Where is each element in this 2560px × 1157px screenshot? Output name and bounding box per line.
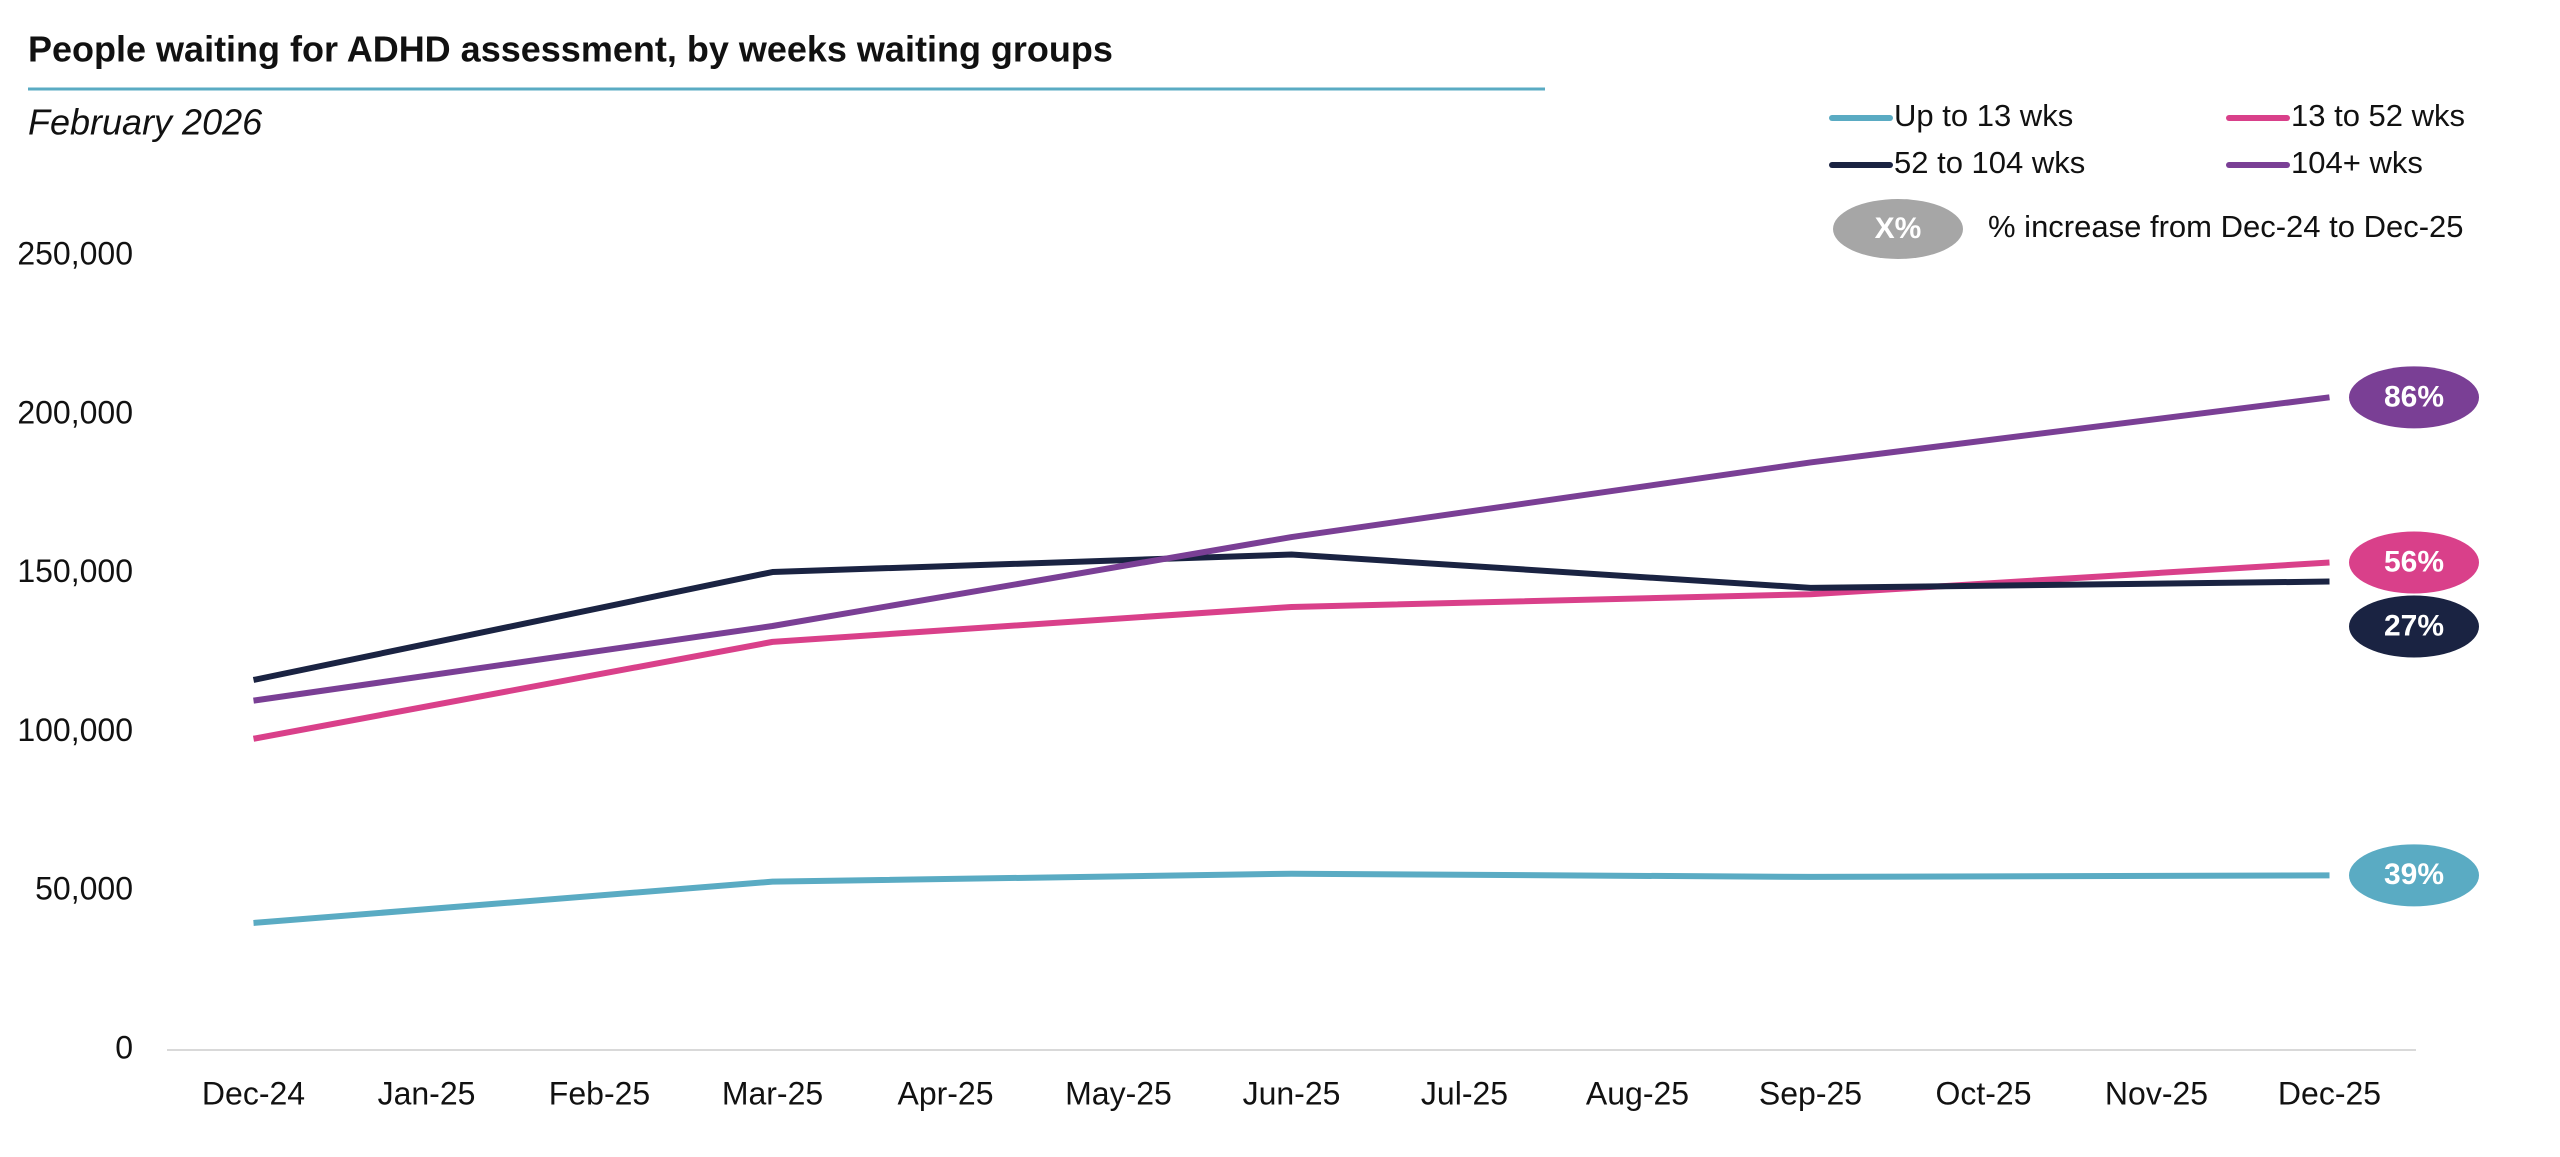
legend-label: Up to 13 wks bbox=[1894, 98, 2073, 133]
x-tick-label: Feb-25 bbox=[549, 1075, 650, 1111]
series-line bbox=[253, 394, 2330, 704]
x-tick-label: Dec-24 bbox=[202, 1075, 305, 1111]
series-line bbox=[252, 559, 2330, 742]
y-tick-label: 0 bbox=[115, 1029, 133, 1065]
x-tick-label: Mar-25 bbox=[722, 1075, 823, 1111]
legend-badge bbox=[1833, 199, 1963, 259]
x-tick-label: Dec-25 bbox=[2278, 1075, 2381, 1111]
x-tick-label: May-25 bbox=[1065, 1075, 1172, 1111]
legend-badge-text: % increase from Dec-24 to Dec-25 bbox=[1988, 209, 2464, 244]
legend-label: 52 to 104 wks bbox=[1894, 145, 2085, 180]
y-tick-label: 250,000 bbox=[17, 235, 133, 271]
y-tick-label: 100,000 bbox=[17, 712, 133, 748]
x-tick-label: Aug-25 bbox=[1586, 1075, 1689, 1111]
change-badge-label: 39% bbox=[2384, 858, 2444, 891]
change-badge bbox=[2349, 844, 2479, 907]
chart-title: People waiting for ADHD assessment, by w… bbox=[28, 29, 1113, 70]
x-tick-label: Jan-25 bbox=[378, 1075, 476, 1111]
change-badge bbox=[2349, 531, 2479, 594]
legend-label: 104+ wks bbox=[2291, 145, 2423, 180]
x-tick-label: Jun-25 bbox=[1243, 1075, 1341, 1111]
change-badge-label: 56% bbox=[2384, 545, 2444, 578]
change-badge-label: 27% bbox=[2384, 609, 2444, 642]
legend-badge-label: X% bbox=[1875, 212, 1922, 245]
series-line bbox=[253, 870, 2330, 926]
x-tick-label: Sep-25 bbox=[1759, 1075, 1862, 1111]
y-tick-label: 150,000 bbox=[17, 553, 133, 589]
y-tick-label: 200,000 bbox=[17, 394, 133, 430]
change-badge bbox=[2349, 366, 2479, 429]
change-badge bbox=[2349, 595, 2479, 658]
legend-label: 13 to 52 wks bbox=[2291, 98, 2465, 133]
change-badge-label: 86% bbox=[2384, 380, 2444, 413]
x-tick-label: Jul-25 bbox=[1421, 1075, 1508, 1111]
x-tick-label: Apr-25 bbox=[897, 1075, 993, 1111]
x-tick-label: Nov-25 bbox=[2105, 1075, 2208, 1111]
series-line bbox=[252, 551, 2330, 683]
y-tick-label: 50,000 bbox=[35, 871, 133, 907]
chart-subtitle: February 2026 bbox=[28, 102, 263, 143]
x-tick-label: Oct-25 bbox=[1935, 1075, 2031, 1111]
